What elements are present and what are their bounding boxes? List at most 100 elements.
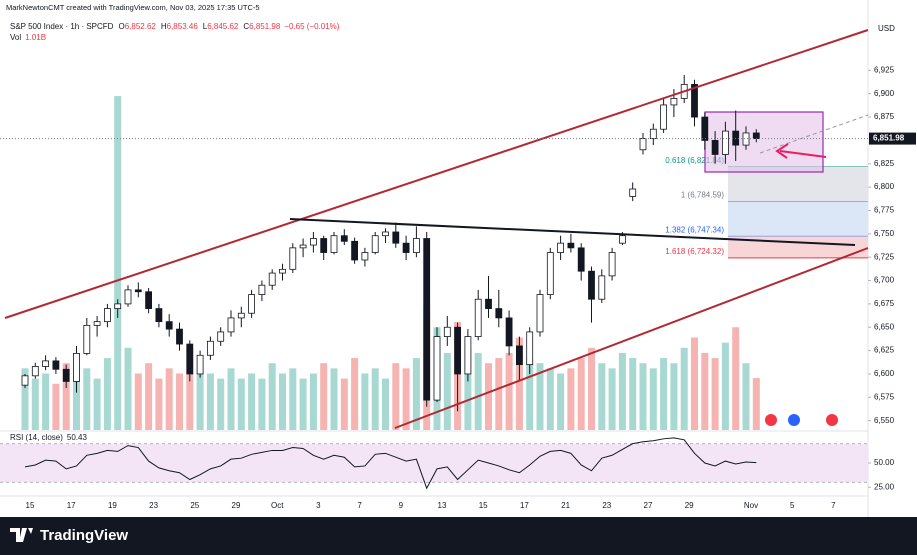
candle-body: [289, 247, 297, 270]
x-tick-label: 29: [232, 501, 241, 510]
candle-body: [402, 242, 410, 253]
volume-bar: [320, 363, 328, 430]
quote-value: 6,853.46: [167, 22, 199, 31]
candle-body: [258, 284, 266, 295]
candle-body: [31, 366, 39, 377]
channel-upper: [4, 29, 869, 319]
candle-body: [93, 321, 101, 326]
candle-body: [701, 116, 709, 141]
volume-bar: [227, 368, 235, 430]
y-tick-label: 6,600: [874, 369, 895, 378]
volume-bar: [279, 373, 286, 430]
candle-body: [443, 326, 451, 337]
volume-bar: [176, 373, 183, 430]
y-tick-label: 6,750: [874, 229, 895, 238]
volume-bar: [402, 368, 410, 430]
currency: USD: [878, 24, 895, 33]
volume-bar: [340, 378, 348, 430]
volume-bar: [567, 368, 575, 430]
volume-bar: [711, 358, 719, 430]
volume-legend-value: 1.01B: [25, 33, 46, 42]
candle-body: [454, 326, 462, 375]
candle-body: [196, 354, 204, 375]
candle-body: [320, 238, 328, 253]
candle-body: [557, 242, 564, 253]
candle-body: [73, 353, 80, 382]
volume-bar: [124, 347, 132, 430]
volume-bar: [752, 378, 760, 430]
volume-bar: [330, 368, 338, 430]
rsi-title: RSI (14, close): [10, 433, 63, 442]
volume-bar: [206, 373, 214, 430]
volume-bar: [382, 378, 389, 430]
rsi-band-layer: [0, 443, 868, 483]
candle-body: [536, 294, 544, 333]
arrow-shaft: [779, 150, 827, 158]
candle-body: [526, 331, 534, 366]
attribution: MarkNewtonCMT created with TradingView.c…: [6, 3, 260, 12]
candle-body: [382, 231, 389, 237]
x-tick-label: 25: [190, 501, 199, 510]
candle-body: [227, 317, 235, 333]
volume-bar: [371, 368, 379, 430]
x-tick-label: 7: [831, 501, 836, 510]
y-tick-label: 6,650: [874, 322, 895, 331]
channel-lower: [394, 247, 869, 429]
volume-bar: [649, 368, 657, 430]
candle-body: [474, 298, 482, 337]
candle-body: [340, 235, 348, 242]
rsi-legend-value: 50.43: [67, 433, 88, 442]
volume-bar: [618, 352, 626, 430]
candle-body: [588, 270, 595, 300]
volume-bar: [155, 378, 163, 430]
volume-bar: [83, 368, 91, 430]
x-tick-label: 3: [316, 501, 321, 510]
volume-bar: [268, 363, 276, 430]
y-tick-label: 6,700: [874, 276, 895, 285]
logo-text: TradingView: [40, 527, 128, 544]
last-price-label: 6,851.98: [873, 134, 905, 143]
candle-body: [330, 235, 338, 253]
quote-value: 6,852.62: [125, 22, 157, 31]
candle-body: [722, 130, 729, 155]
x-tick-label: 9: [399, 501, 404, 510]
candle-body: [155, 308, 163, 323]
volume-bar: [258, 378, 266, 430]
candle-body: [423, 238, 431, 401]
candle-body: [639, 138, 647, 151]
candle-body: [546, 252, 554, 295]
volume-bar: [742, 363, 750, 430]
volume-bar: [629, 358, 637, 430]
volume-bar: [732, 327, 740, 430]
candle-body: [145, 291, 153, 309]
y-tick-label: 6,575: [874, 392, 895, 401]
volume-bar: [608, 368, 616, 430]
candle-body: [83, 324, 91, 354]
change: −0.65 (−0.01%): [284, 22, 339, 31]
x-tick-label: 5: [790, 501, 795, 510]
volume-bar: [443, 352, 451, 430]
candle-body: [351, 240, 359, 261]
candle-body: [412, 238, 420, 253]
fib-label: 1 (6,784.59): [681, 191, 724, 200]
candle-body: [577, 247, 585, 272]
candle-body: [134, 289, 142, 293]
candle-body: [206, 340, 214, 356]
candle-body: [567, 242, 575, 249]
volume-bar: [361, 373, 369, 430]
quote-value: 6,845.62: [207, 22, 239, 31]
volume-bar: [31, 378, 39, 430]
logo-icon: [10, 528, 33, 542]
volume-bar: [351, 358, 359, 430]
volume-bar: [93, 378, 101, 430]
candle-body: [248, 294, 256, 314]
candle-body: [268, 272, 276, 286]
arrow: [775, 143, 827, 159]
candle-body: [371, 235, 379, 253]
volume-bar: [721, 342, 729, 430]
candle-body: [670, 97, 678, 106]
candle-body: [742, 132, 750, 146]
axis-layer: 6,550 6,575 6,600 6,625 6,650 6,675 6,700 6,725…: [0, 65, 916, 510]
